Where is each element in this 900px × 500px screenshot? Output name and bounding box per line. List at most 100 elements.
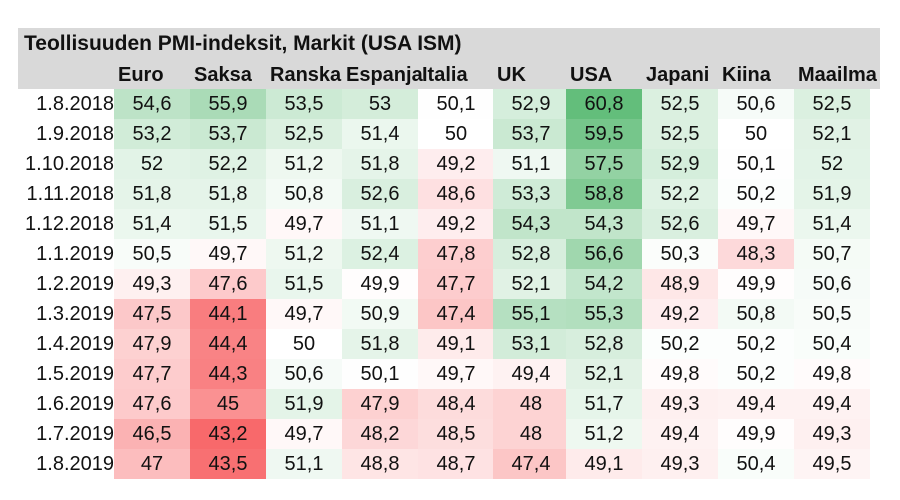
heatmap-cell: 47,9 [114, 329, 190, 359]
heatmap-cell: 50,8 [718, 299, 794, 329]
heatmap-cell: 46,5 [114, 419, 190, 449]
heatmap-cell: 43,2 [190, 419, 266, 449]
heatmap-cell: 51,7 [566, 389, 642, 419]
header-background [18, 28, 880, 89]
heatmap-cell: 51,2 [266, 239, 342, 269]
heatmap-cell: 48,9 [642, 269, 718, 299]
row-label: 1.6.2019 [36, 393, 114, 415]
heatmap-cell: 59,5 [566, 119, 642, 149]
heatmap-cell: 51,8 [342, 329, 418, 359]
heatmap-cell: 49,7 [418, 359, 494, 389]
heatmap-cell: 52 [114, 149, 190, 179]
column-header: Espanja [346, 64, 423, 86]
heatmap-cell: 48,4 [418, 389, 494, 419]
heatmap-cell: 53,5 [266, 89, 342, 119]
heatmap-cell: 43,5 [190, 449, 266, 479]
heatmap-cell: 49,3 [114, 269, 190, 299]
heatmap-cell: 50,2 [642, 329, 718, 359]
heatmap-cell: 45 [190, 389, 266, 419]
heatmap-cell: 51,4 [794, 209, 870, 239]
heatmap-cell: 52,5 [794, 89, 870, 119]
heatmap-cell: 49,9 [718, 269, 794, 299]
heatmap-cell: 55,3 [566, 299, 642, 329]
heatmap-cell: 51,9 [794, 179, 870, 209]
column-header: Saksa [194, 64, 252, 86]
heatmap-cell: 47,4 [418, 299, 494, 329]
row-label: 1.12.2018 [25, 213, 114, 235]
heatmap-cell: 51,8 [342, 149, 418, 179]
heatmap-cell: 49,3 [794, 419, 870, 449]
row-label: 1.1.2019 [36, 243, 114, 265]
row-label: 1.4.2019 [36, 333, 114, 355]
heatmap-cell: 50,3 [642, 239, 718, 269]
chart-title: Teollisuuden PMI-indeksit, Markit (USA I… [24, 32, 462, 55]
heatmap-cell: 51,1 [342, 209, 418, 239]
heatmap-cell: 47 [114, 449, 190, 479]
row-label: 1.8.2019 [36, 453, 114, 475]
heatmap-cell: 50,5 [114, 239, 190, 269]
heatmap-cell: 50,2 [718, 329, 794, 359]
heatmap-cell: 50,2 [718, 179, 794, 209]
heatmap-cell: 47,4 [493, 449, 569, 479]
column-header: UK [497, 64, 526, 86]
heatmap-cell: 52,4 [342, 239, 418, 269]
heatmap-cell: 50,4 [718, 449, 794, 479]
heatmap-cell: 50,6 [794, 269, 870, 299]
heatmap-cell: 53,1 [493, 329, 569, 359]
heatmap-cell: 47,6 [114, 389, 190, 419]
heatmap-cell: 49,9 [718, 419, 794, 449]
heatmap-cell: 52,6 [642, 209, 718, 239]
heatmap-cell: 47,8 [418, 239, 494, 269]
heatmap-cell: 49,7 [266, 209, 342, 239]
pmi-heatmap-table: Teollisuuden PMI-indeksit, Markit (USA I… [18, 28, 880, 480]
heatmap-cell: 49,3 [642, 389, 718, 419]
heatmap-cell: 52,9 [493, 89, 569, 119]
heatmap-cell: 50,1 [718, 149, 794, 179]
heatmap-cell: 60,8 [566, 89, 642, 119]
heatmap-cell: 54,6 [114, 89, 190, 119]
heatmap-cell: 52,2 [642, 179, 718, 209]
heatmap-cell: 50,6 [266, 359, 342, 389]
heatmap-cell: 51,1 [493, 149, 569, 179]
heatmap-cell: 49,3 [642, 449, 718, 479]
heatmap-cell: 51,2 [566, 419, 642, 449]
heatmap-cell: 47,5 [114, 299, 190, 329]
heatmap-cell: 49,1 [418, 329, 494, 359]
heatmap-cell: 48,2 [342, 419, 418, 449]
heatmap-cell: 53,7 [190, 119, 266, 149]
heatmap-cell: 50,2 [718, 359, 794, 389]
column-header: USA [570, 64, 613, 86]
heatmap-cell: 49,7 [190, 239, 266, 269]
heatmap-cell: 52,1 [566, 359, 642, 389]
heatmap-cell: 52,5 [642, 89, 718, 119]
heatmap-cell: 49,4 [493, 359, 569, 389]
heatmap-cell: 55,9 [190, 89, 266, 119]
heatmap-cell: 52 [794, 149, 870, 179]
heatmap-cell: 44,1 [190, 299, 266, 329]
heatmap-cell: 54,3 [566, 209, 642, 239]
heatmap-cell: 48,3 [718, 239, 794, 269]
heatmap-cell: 50,4 [794, 329, 870, 359]
heatmap-cell: 51,1 [266, 449, 342, 479]
row-label: 1.2.2019 [36, 273, 114, 295]
heatmap-cell: 49,8 [642, 359, 718, 389]
heatmap-cell: 52,5 [642, 119, 718, 149]
heatmap-cell: 52,5 [266, 119, 342, 149]
heatmap-cell: 50,7 [794, 239, 870, 269]
heatmap-cell: 52,1 [493, 269, 569, 299]
heatmap-cell: 47,7 [114, 359, 190, 389]
heatmap-cell: 53,2 [114, 119, 190, 149]
heatmap-cell: 44,4 [190, 329, 266, 359]
heatmap-cell: 53,3 [493, 179, 569, 209]
heatmap-cell: 54,2 [566, 269, 642, 299]
heatmap-cell: 51,2 [266, 149, 342, 179]
heatmap-cell: 47,7 [418, 269, 494, 299]
heatmap-cell: 54,3 [493, 209, 569, 239]
heatmap-cell: 55,1 [493, 299, 569, 329]
column-header: Italia [422, 64, 468, 86]
heatmap-cell: 53,7 [493, 119, 569, 149]
column-header: Kiina [722, 64, 771, 86]
column-header: Maailma [798, 64, 877, 86]
row-label: 1.3.2019 [36, 303, 114, 325]
heatmap-cell: 49,4 [794, 389, 870, 419]
